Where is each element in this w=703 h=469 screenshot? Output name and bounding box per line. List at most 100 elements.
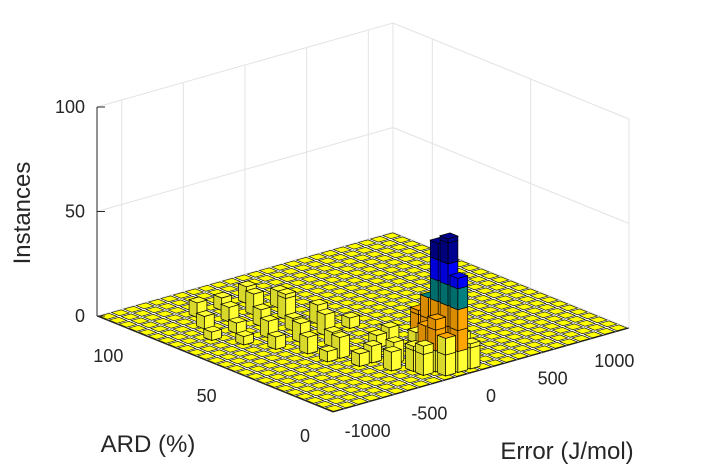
floor-tile [282, 362, 303, 370]
floor-tile [283, 260, 303, 268]
floor-tile [521, 314, 542, 322]
bar-top-face [384, 336, 405, 343]
floor-tile [536, 303, 557, 311]
floor-tile [317, 257, 338, 265]
bars [188, 232, 482, 377]
floor-tile [172, 291, 192, 299]
bar-front-face [469, 344, 481, 370]
bar-top-face [350, 347, 371, 355]
floor-tile [529, 326, 549, 334]
floor-tile [568, 308, 589, 316]
floor-tile [364, 250, 385, 258]
floor-tile [566, 315, 586, 323]
floor-tile [342, 250, 363, 258]
bar [234, 330, 255, 346]
floor-tile [231, 349, 251, 357]
y-axis-label: ARD (%) [101, 431, 196, 458]
floor-tile [517, 295, 537, 303]
floor-tile [147, 298, 168, 306]
bar-top-face [195, 310, 216, 317]
bar-top-face [362, 339, 383, 347]
bar-side-face [429, 277, 439, 303]
floor-tile [336, 367, 357, 375]
floor-tile [366, 379, 387, 387]
grid-lines [96, 22, 630, 329]
floor-tile [253, 282, 274, 290]
floor-tile [255, 376, 276, 384]
floor-tile [546, 341, 567, 349]
floor-tile [509, 318, 530, 326]
bar-front-face [307, 334, 318, 355]
floor-tile [245, 372, 266, 380]
floor-tile [186, 348, 207, 356]
floor-tile [363, 386, 384, 394]
floor-tile [521, 348, 542, 356]
floor-tile [489, 310, 510, 318]
floor-tile [331, 382, 352, 390]
floor-tile [317, 393, 337, 401]
x-tick-label: -500 [411, 404, 447, 424]
floor-tile [314, 366, 335, 374]
bar-side-face [439, 239, 449, 265]
z-tick-label: 100 [55, 97, 85, 117]
floor-tile [381, 232, 402, 240]
floor-tile [278, 275, 298, 283]
floor-tile [329, 389, 350, 397]
floor-tile [561, 330, 581, 338]
floor-tile [573, 327, 594, 335]
floor-tile [408, 285, 429, 293]
floor-tile [238, 361, 259, 369]
floor-tile [322, 276, 343, 284]
floor-tile [389, 277, 409, 285]
z-gridline [96, 22, 630, 120]
floor-tile [369, 235, 390, 243]
floor-tile [280, 267, 301, 275]
floor-tile [240, 353, 261, 361]
floor-tile [394, 262, 414, 270]
floor-tile [386, 387, 406, 395]
bar-side-face [245, 290, 255, 316]
bar-front-face [371, 343, 382, 364]
bar-side-face [292, 319, 301, 344]
floor-tile [384, 292, 404, 300]
bar-top-face [291, 317, 312, 325]
floor-tile [302, 370, 323, 378]
floor-tile [484, 325, 505, 333]
floor-tile [400, 376, 421, 384]
floor-tile [480, 306, 500, 314]
floor-tile [391, 270, 412, 278]
bar-side-face [449, 285, 459, 311]
floor-tile [312, 272, 333, 280]
floor-tile [401, 274, 422, 282]
floor-tile [526, 333, 547, 341]
floor-tile [381, 266, 402, 274]
floor-tile [384, 258, 404, 266]
floor-tile [265, 278, 286, 286]
floor-tile [509, 352, 530, 360]
floor-tile [588, 316, 609, 324]
floor-tile [157, 336, 177, 344]
floor-tile [475, 321, 495, 329]
floor-tile [494, 329, 515, 337]
floor-tile [470, 302, 490, 310]
floor-tile [386, 285, 407, 293]
floor-tile [556, 311, 577, 319]
floor-tile [294, 392, 315, 400]
floor-tile [507, 325, 527, 333]
floor-tile [406, 259, 427, 267]
floor-tile [209, 281, 229, 289]
bar-front-face [457, 327, 469, 353]
floor-tile [477, 279, 498, 287]
floor-tile [379, 273, 399, 281]
floor-tile [497, 355, 517, 363]
floor-tile [379, 307, 399, 315]
floor-tile [145, 306, 165, 314]
floor-tile [189, 341, 209, 349]
floor-tile [295, 358, 315, 366]
floor-tile [549, 300, 569, 308]
floor-tile [608, 324, 628, 332]
floor-tile [325, 268, 345, 276]
floor-tile [167, 306, 187, 314]
floor-tile [391, 372, 411, 380]
floor-tile [307, 287, 328, 295]
